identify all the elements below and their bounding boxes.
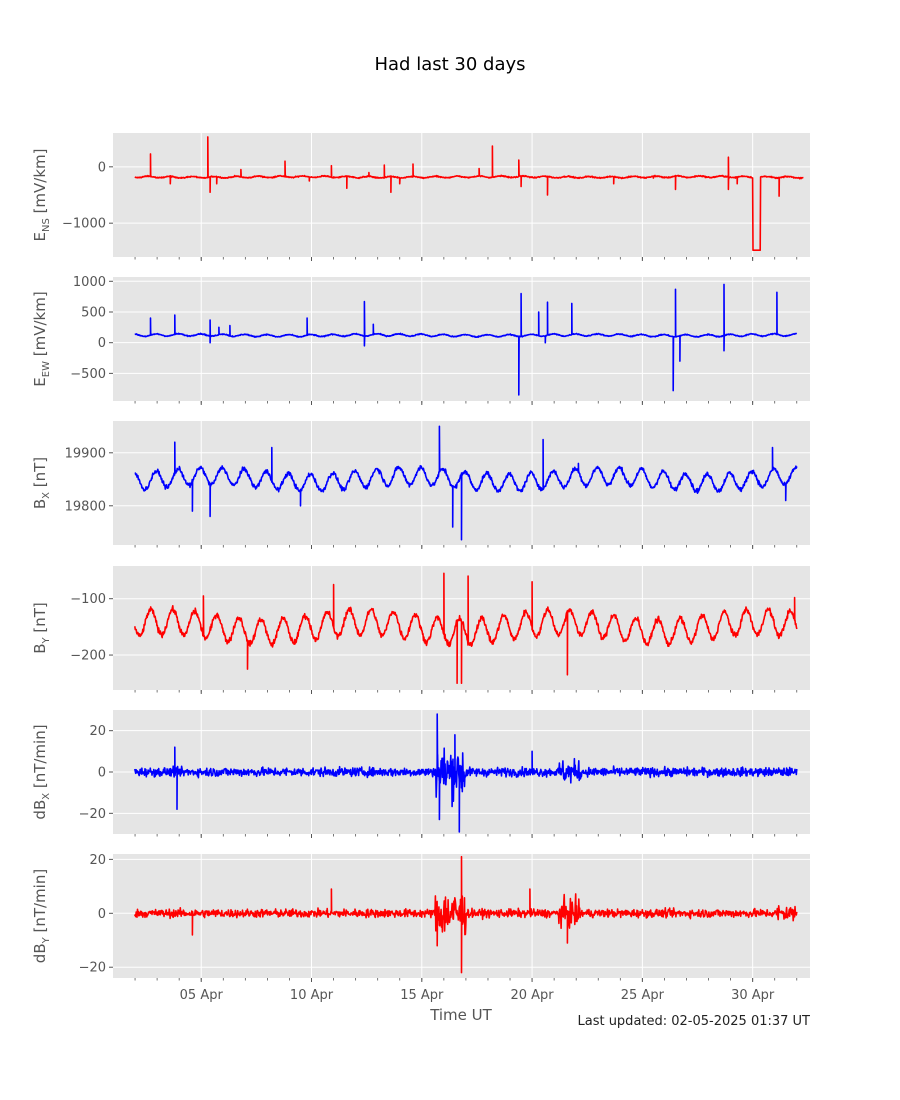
y-tick-label: 20 xyxy=(89,724,106,739)
series-line xyxy=(134,855,798,974)
x-tick-label: 15 Apr xyxy=(400,988,444,1003)
y-axis-label: BY [nT] xyxy=(31,602,52,654)
panel-1: −1000 0 ENS [mV/km] xyxy=(31,133,810,261)
y-axis-label: EEW [mV/km] xyxy=(31,291,52,386)
last-updated-text: Last updated: 02-05-2025 01:37 UT xyxy=(577,1014,810,1029)
x-tick-label: 10 Apr xyxy=(290,988,334,1003)
panel-5: −20 0 20 dBX [nT/min] xyxy=(31,710,810,838)
series-line xyxy=(134,425,798,541)
y-axis-label: BX [nT] xyxy=(31,457,52,509)
y-tick-label: −100 xyxy=(70,592,106,607)
x-tick-label: 30 Apr xyxy=(731,988,775,1003)
panel-6: −20 0 20 dBY [nT/min] xyxy=(31,853,810,982)
y-axis-label: dBX [nT/min] xyxy=(31,724,52,819)
y-tick-label: 0 xyxy=(98,907,106,922)
plot-background xyxy=(113,277,810,401)
panel-2: −500 0 500 1000 EEW [mV/km] xyxy=(31,275,810,405)
x-tick-label: 20 Apr xyxy=(510,988,554,1003)
series-line xyxy=(134,572,798,684)
y-tick-label: −20 xyxy=(79,961,106,976)
y-tick-label: −200 xyxy=(70,649,106,664)
y-tick-label: −500 xyxy=(70,367,106,382)
x-tick-label: 05 Apr xyxy=(180,988,224,1003)
series-line xyxy=(134,136,804,251)
series-line xyxy=(134,713,798,833)
y-tick-label: 0 xyxy=(98,336,106,351)
y-axis-label: dBY [nT/min] xyxy=(31,869,52,963)
y-axis-label: ENS [mV/km] xyxy=(31,148,52,241)
y-tick-label: 19900 xyxy=(65,446,106,461)
series-line xyxy=(134,283,798,396)
y-tick-label: 0 xyxy=(98,160,106,175)
y-tick-label: 1000 xyxy=(73,275,106,290)
y-tick-label: −1000 xyxy=(62,217,106,232)
y-tick-label: 0 xyxy=(98,766,106,781)
y-tick-label: 19800 xyxy=(65,499,106,514)
chart-title: Had last 30 days xyxy=(374,54,525,75)
panel-4: −200 −100 BY [nT] xyxy=(31,566,810,694)
y-tick-label: 500 xyxy=(81,305,106,320)
plot-background xyxy=(113,133,810,257)
x-tick-label: 25 Apr xyxy=(621,988,665,1003)
y-tick-label: 20 xyxy=(89,853,106,868)
panel-3: 19800 19900 BX [nT] xyxy=(31,421,810,549)
y-tick-label: −20 xyxy=(79,807,106,822)
x-axis-label: Time UT xyxy=(429,1006,492,1024)
